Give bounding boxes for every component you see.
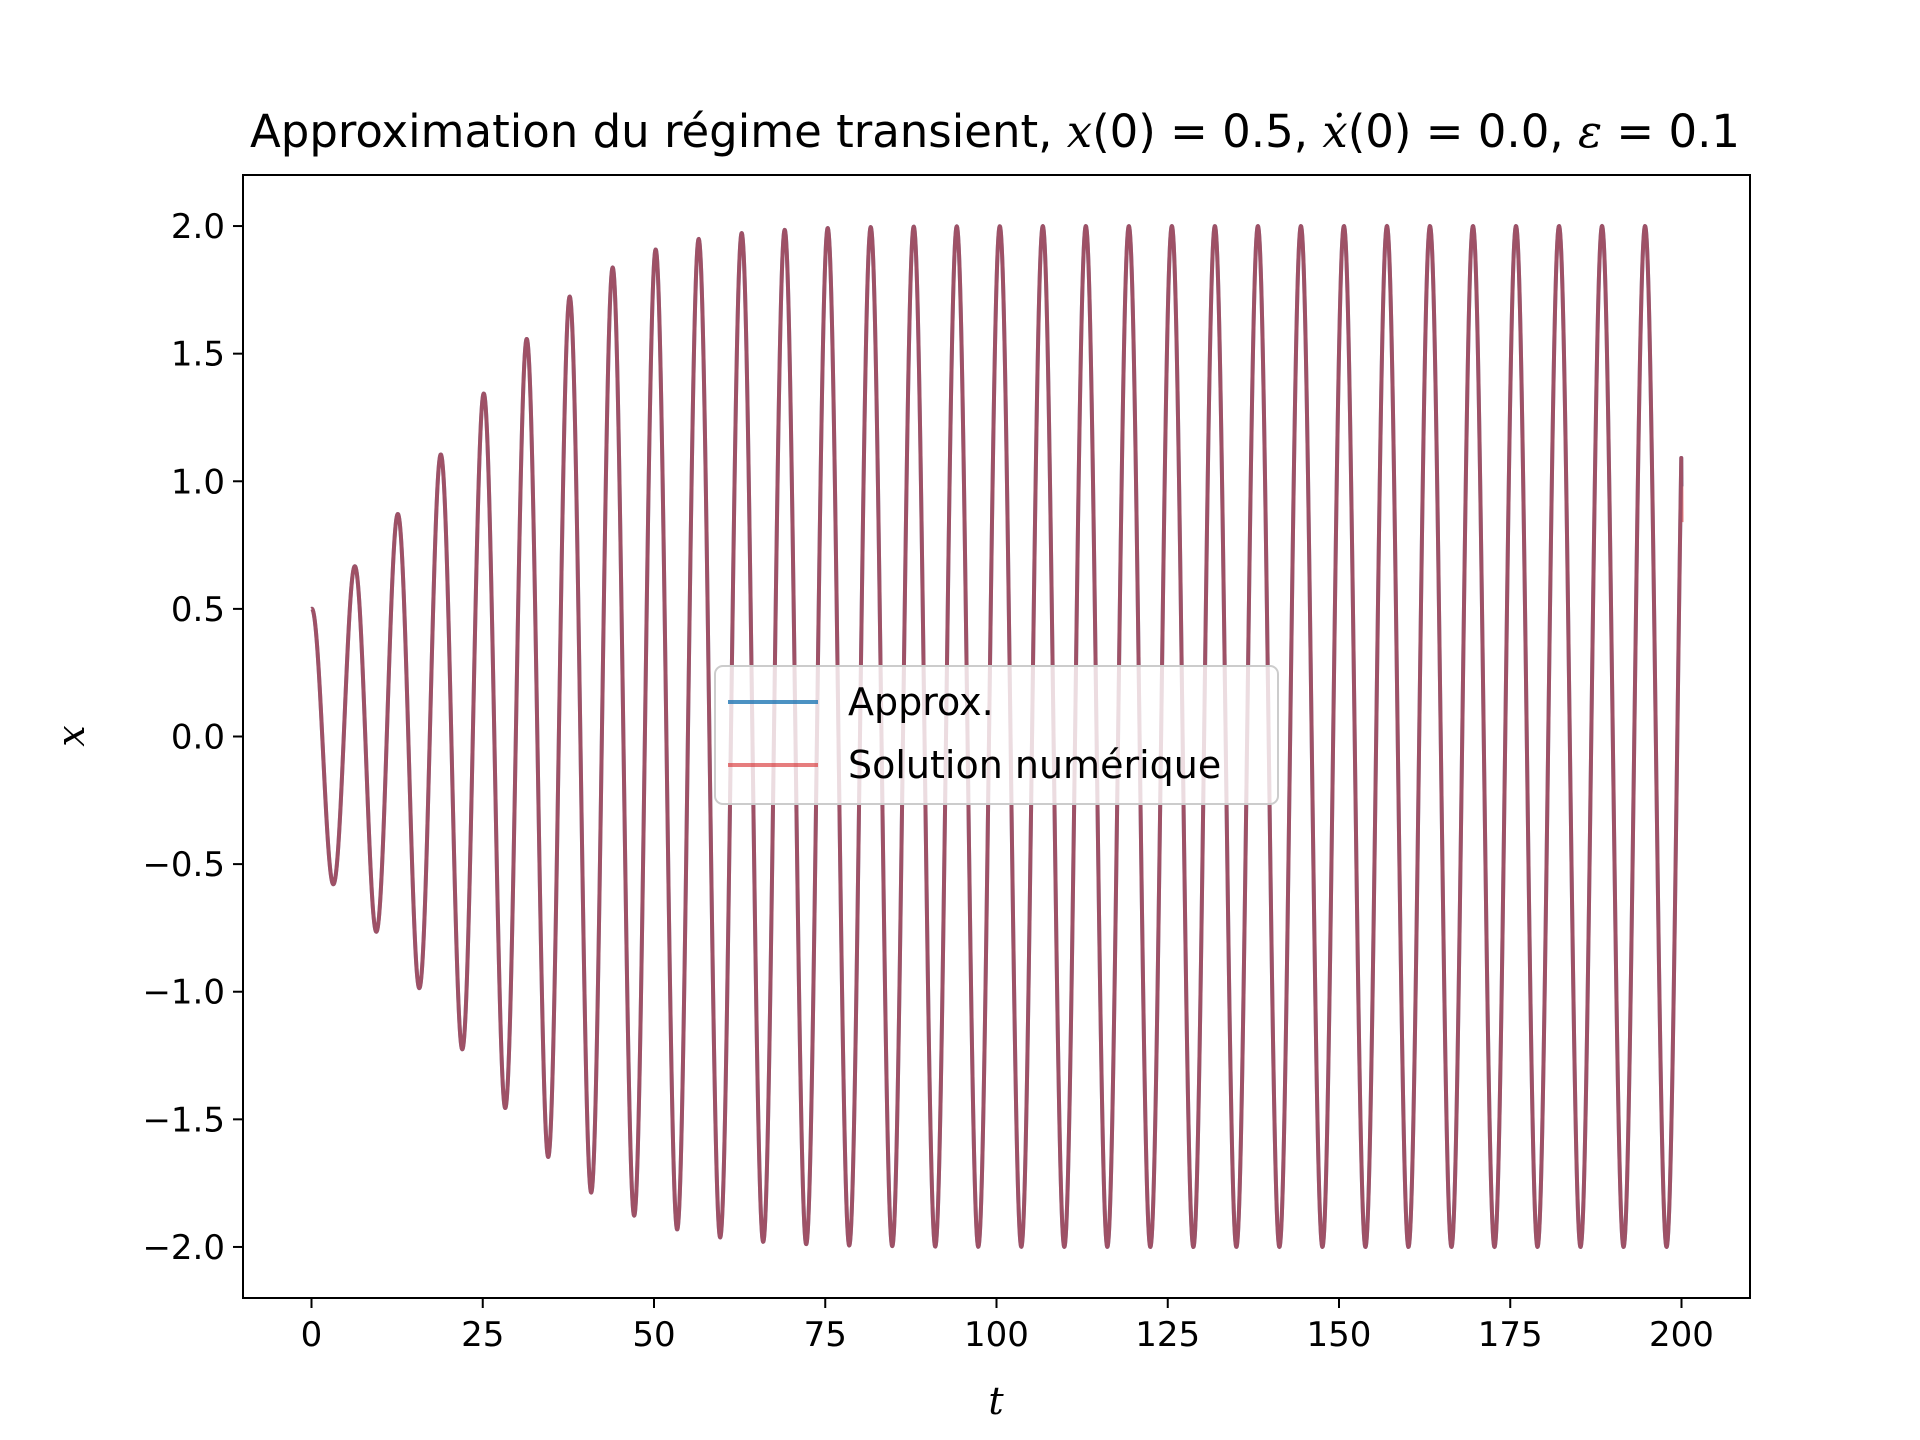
y-tick-label: 0.5 bbox=[171, 590, 225, 630]
x-tick-label: 200 bbox=[1649, 1315, 1714, 1355]
x-tick-label: 0 bbox=[301, 1315, 323, 1355]
x-tick-label: 100 bbox=[964, 1315, 1029, 1355]
y-tick-label: −1.0 bbox=[142, 973, 225, 1013]
x-tick-label: 175 bbox=[1478, 1315, 1543, 1355]
y-axis-ticks: 2.0 1.5 1.0 0.5 0.0 −0.5 −1.0 −1.5 −2.0 bbox=[142, 207, 243, 1268]
y-tick-label: −1.5 bbox=[142, 1100, 225, 1140]
chart-title: Approximation du régime transient, x(0) … bbox=[250, 105, 1740, 158]
x-axis-label: t bbox=[988, 1379, 1004, 1423]
y-tick-label: 1.0 bbox=[171, 462, 225, 502]
legend-label-numerical: Solution numérique bbox=[848, 743, 1221, 787]
x-tick-label: 25 bbox=[461, 1315, 504, 1355]
y-tick-label: 2.0 bbox=[171, 207, 225, 247]
y-axis-label: x bbox=[49, 725, 93, 746]
legend: Approx. Solution numérique bbox=[714, 665, 1279, 805]
series-layer bbox=[309, 224, 1684, 1249]
x-axis-ticks: 0 25 50 75 100 125 150 175 200 bbox=[301, 1298, 1714, 1355]
legend-label-approx: Approx. bbox=[848, 680, 994, 724]
y-tick-label: −2.0 bbox=[142, 1228, 225, 1268]
x-tick-label: 125 bbox=[1135, 1315, 1200, 1355]
y-tick-label: 0.0 bbox=[171, 718, 225, 758]
y-tick-label: −0.5 bbox=[142, 845, 225, 885]
series-line-numerical bbox=[309, 224, 1684, 1249]
x-tick-label: 50 bbox=[632, 1315, 675, 1355]
plot-frame bbox=[242, 174, 1751, 1299]
x-tick-label: 150 bbox=[1307, 1315, 1372, 1355]
y-tick-label: 1.5 bbox=[171, 335, 225, 375]
x-tick-label: 75 bbox=[804, 1315, 847, 1355]
legend-frame bbox=[714, 665, 1279, 805]
